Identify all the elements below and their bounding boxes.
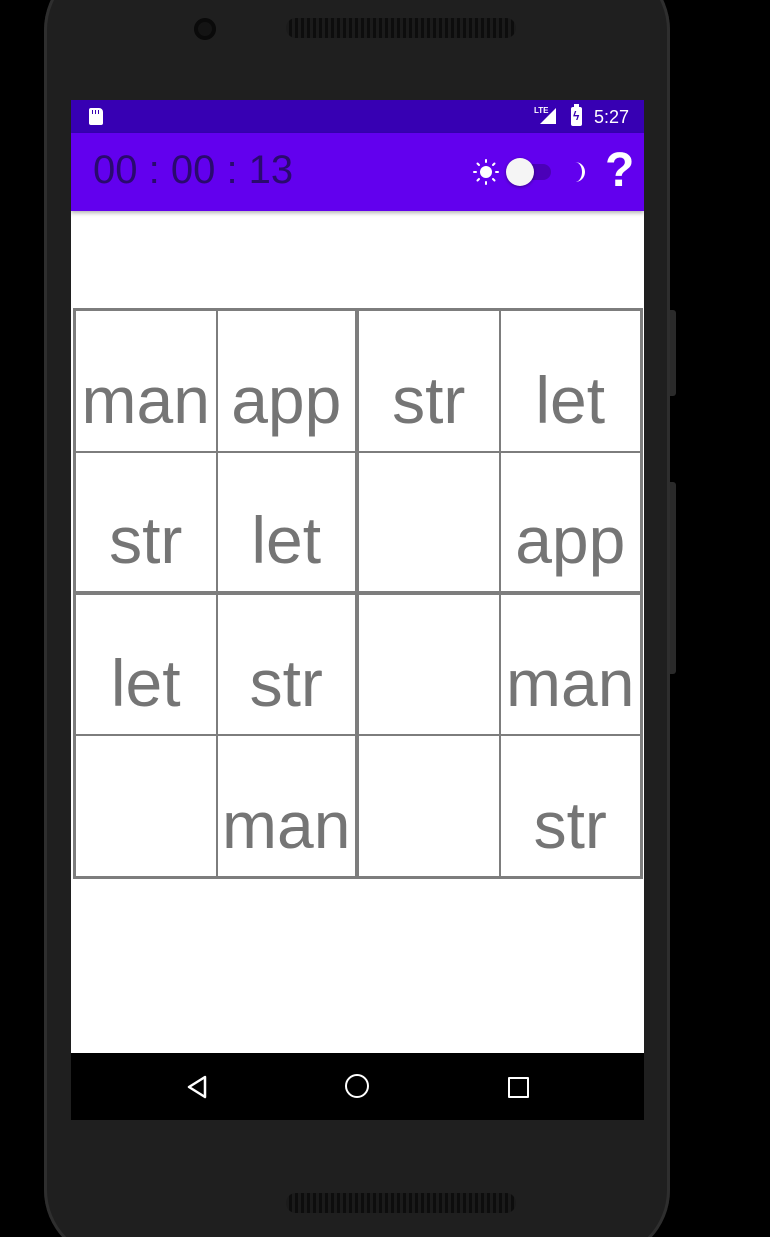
- recents-square-icon[interactable]: [508, 1077, 529, 1098]
- grid-cell-r3-c2[interactable]: str: [216, 593, 358, 736]
- grid-cell-r1-c2[interactable]: app: [216, 310, 358, 452]
- grid-cell-r3-c4[interactable]: man: [499, 593, 641, 736]
- screen: LTE ϟ 5:27 00 : 00 : 13: [71, 100, 644, 1120]
- puzzle-grid: man app str let str let app let str man …: [73, 308, 643, 879]
- status-time: 5:27: [594, 107, 630, 127]
- top-speaker: [286, 18, 516, 38]
- bottom-speaker: [286, 1193, 516, 1213]
- front-camera: [194, 18, 216, 40]
- grid-cell-r2-c3[interactable]: [358, 451, 500, 594]
- help-icon[interactable]: ?: [605, 144, 635, 197]
- grid-cell-r1-c4[interactable]: let: [499, 310, 641, 452]
- grid-cell-r4-c3[interactable]: [358, 735, 500, 877]
- sd-card-icon: [89, 108, 103, 125]
- grid-cell-r3-c3[interactable]: [358, 593, 500, 736]
- grid-cell-r2-c4[interactable]: app: [499, 451, 641, 594]
- elapsed-timer: 00 : 00 : 13: [93, 148, 294, 192]
- home-circle-icon[interactable]: [345, 1074, 369, 1098]
- power-button: [670, 310, 676, 396]
- battery-charging-icon: ϟ: [571, 104, 582, 126]
- grid-cell-r4-c1[interactable]: [75, 735, 217, 877]
- signal-icon: LTE: [534, 106, 562, 126]
- navigation-bar: [71, 1053, 644, 1120]
- moon-icon: [575, 162, 585, 182]
- app-bar: 00 : 00 : 13 ?: [71, 133, 644, 211]
- grid-cell-r2-c1[interactable]: str: [75, 451, 217, 594]
- grid-cell-r2-c2[interactable]: let: [216, 451, 358, 594]
- grid-cell-r4-c2[interactable]: man: [216, 735, 358, 877]
- grid-cell-r1-c3[interactable]: str: [358, 310, 500, 452]
- theme-toggle-thumb[interactable]: [506, 158, 534, 186]
- volume-button: [670, 482, 676, 674]
- back-triangle-icon[interactable]: [185, 1075, 209, 1099]
- grid-cell-r4-c4[interactable]: str: [499, 735, 641, 877]
- grid-cell-r1-c1[interactable]: man: [75, 310, 217, 452]
- status-bar: LTE ϟ 5:27: [71, 100, 644, 133]
- grid-cell-r3-c1[interactable]: let: [75, 593, 217, 736]
- sun-icon: [473, 159, 499, 185]
